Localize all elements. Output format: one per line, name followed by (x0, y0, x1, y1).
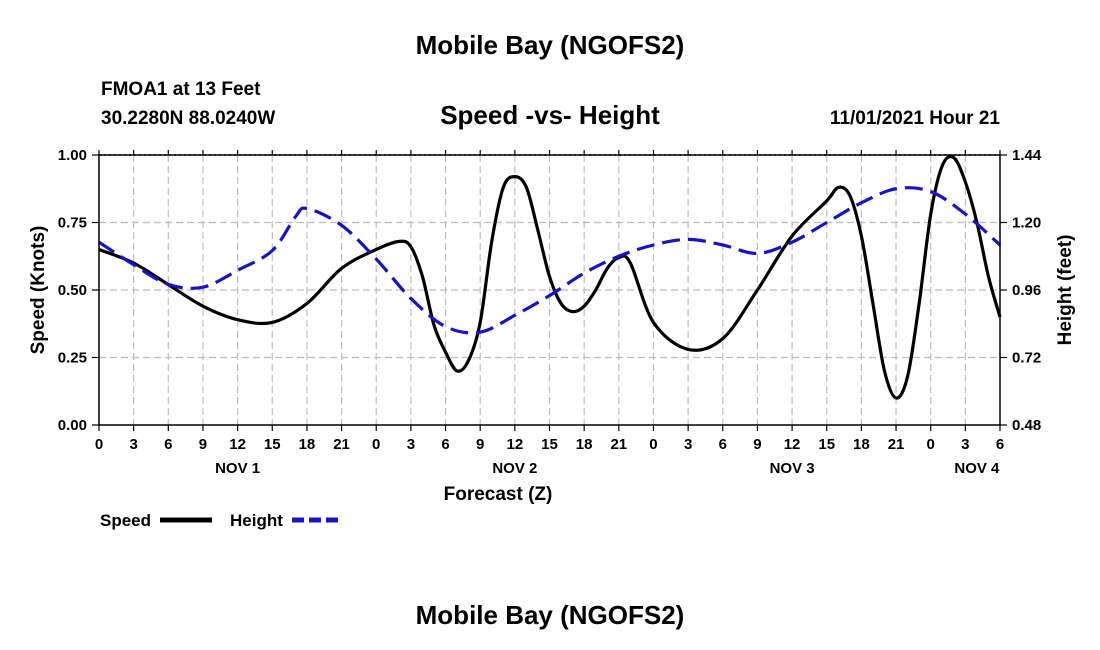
x-tick-label: 0 (372, 436, 380, 453)
x-day-label: NOV 3 (770, 460, 815, 477)
y-axis-label: Speed (Knots) (28, 226, 49, 355)
x-tick-label: 15 (541, 436, 558, 453)
y2-tick-label: 0.72 (1012, 350, 1041, 367)
x-tick-label: 0 (649, 436, 657, 453)
y-tick-label: 0.00 (58, 417, 87, 434)
x-tick-label: 21 (610, 436, 627, 453)
station-name: FMOA1 at 13 Feet (101, 79, 261, 100)
legend-speed-label: Speed (100, 511, 151, 530)
x-tick-label: 6 (996, 436, 1004, 453)
x-day-label: NOV 2 (492, 460, 537, 477)
x-tick-label: 18 (576, 436, 593, 453)
x-tick-label: 0 (95, 436, 103, 453)
x-tick-label: 9 (199, 436, 207, 453)
footer-title: Mobile Bay (NGOFS2) (416, 600, 685, 630)
series-layer (98, 154, 1002, 400)
page-title: Mobile Bay (NGOFS2) (416, 30, 685, 60)
x-day-label: NOV 4 (954, 460, 1000, 477)
x-tick-label: 6 (164, 436, 172, 453)
ticks: 0 3 6 9 12 15 18 21 0 3 6 9 12 15 18 21 0 3 6 9 12 15 18 21 0 3 6 N… (58, 147, 1042, 477)
x-tick-label: 3 (684, 436, 692, 453)
chart-title: Speed -vs- Height (440, 100, 660, 130)
y-tick-label: 0.50 (58, 282, 87, 299)
x-tick-label: 6 (719, 436, 727, 453)
y-tick-label: 0.25 (58, 350, 87, 367)
speed-series-line (98, 154, 1002, 400)
x-tick-label: 12 (507, 436, 524, 453)
x-day-label: NOV 1 (215, 460, 260, 477)
x-tick-label: 21 (333, 436, 350, 453)
x-tick-label: 3 (407, 436, 415, 453)
x-tick-label: 3 (129, 436, 137, 453)
grid (99, 155, 1000, 425)
y2-tick-label: 0.48 (1012, 417, 1041, 434)
x-tick-label: 0 (927, 436, 935, 453)
y-tick-label: 1.00 (58, 147, 87, 164)
x-tick-label: 15 (818, 436, 835, 453)
y2-tick-label: 1.44 (1012, 147, 1042, 164)
y-tick-label: 0.75 (58, 215, 87, 232)
height-series-line (98, 186, 1002, 335)
x-tick-label: 18 (853, 436, 870, 453)
x-tick-label: 12 (229, 436, 246, 453)
station-coords: 30.2280N 88.0240W (101, 108, 275, 129)
x-tick-label: 12 (784, 436, 801, 453)
legend-height-label: Height (230, 511, 283, 530)
x-tick-label: 15 (264, 436, 281, 453)
y2-tick-label: 1.20 (1012, 215, 1041, 232)
run-time: 11/01/2021 Hour 21 (830, 108, 1000, 129)
x-tick-label: 9 (476, 436, 484, 453)
y2-tick-label: 0.96 (1012, 282, 1041, 299)
y2-axis-label: Height (feet) (1055, 235, 1076, 346)
x-tick-label: 3 (961, 436, 969, 453)
x-tick-label: 18 (299, 436, 316, 453)
legend: Speed Height (100, 511, 342, 530)
x-tick-label: 9 (753, 436, 761, 453)
x-tick-label: 21 (888, 436, 905, 453)
x-tick-label: 6 (441, 436, 449, 453)
x-axis-label: Forecast (Z) (444, 484, 553, 505)
